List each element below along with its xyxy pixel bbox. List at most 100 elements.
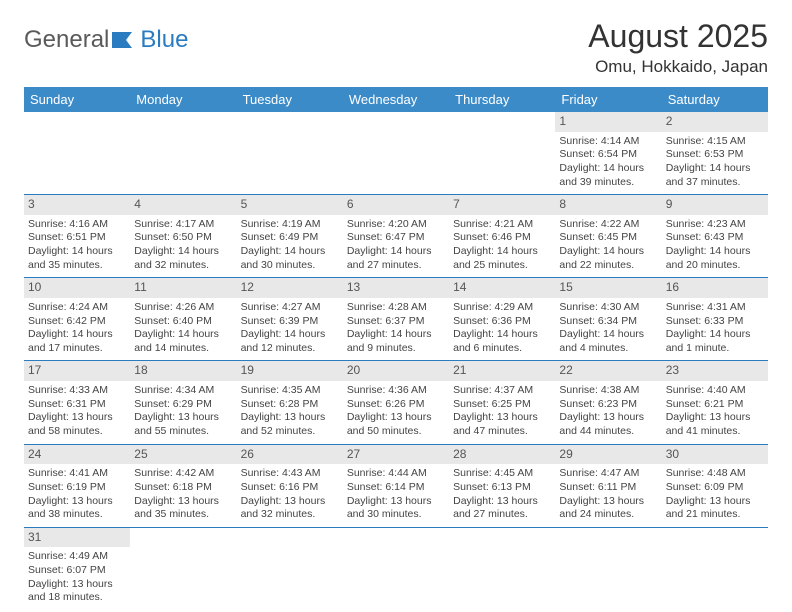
daylight-text: Daylight: 14 hours and 6 minutes.	[453, 328, 551, 355]
calendar-empty	[555, 527, 661, 610]
calendar-empty	[662, 527, 768, 610]
daylight-text: Daylight: 13 hours and 47 minutes.	[453, 411, 551, 438]
brand-logo: GeneralBlue	[24, 26, 188, 54]
day-number: 18	[130, 361, 236, 381]
calendar-day: 16Sunrise: 4:31 AMSunset: 6:33 PMDayligh…	[662, 278, 768, 361]
daylight-text: Daylight: 13 hours and 50 minutes.	[347, 411, 445, 438]
weekday-header: Saturday	[662, 87, 768, 112]
daylight-text: Daylight: 14 hours and 20 minutes.	[666, 245, 764, 272]
sunrise-text: Sunrise: 4:19 AM	[241, 218, 339, 232]
sunrise-text: Sunrise: 4:26 AM	[134, 301, 232, 315]
day-number: 6	[343, 195, 449, 215]
sunrise-text: Sunrise: 4:31 AM	[666, 301, 764, 315]
calendar-day: 18Sunrise: 4:34 AMSunset: 6:29 PMDayligh…	[130, 361, 236, 444]
weekday-header: Wednesday	[343, 87, 449, 112]
calendar-day: 17Sunrise: 4:33 AMSunset: 6:31 PMDayligh…	[24, 361, 130, 444]
daylight-text: Daylight: 13 hours and 27 minutes.	[453, 495, 551, 522]
day-number: 29	[555, 445, 661, 465]
daylight-text: Daylight: 13 hours and 24 minutes.	[559, 495, 657, 522]
flag-icon	[112, 30, 138, 50]
calendar-day: 8Sunrise: 4:22 AMSunset: 6:45 PMDaylight…	[555, 195, 661, 278]
sunrise-text: Sunrise: 4:23 AM	[666, 218, 764, 232]
sunset-text: Sunset: 6:51 PM	[28, 231, 126, 245]
brand-part1: General	[24, 26, 109, 54]
calendar-week: 1Sunrise: 4:14 AMSunset: 6:54 PMDaylight…	[24, 112, 768, 195]
sunset-text: Sunset: 6:33 PM	[666, 315, 764, 329]
location: Omu, Hokkaido, Japan	[588, 57, 768, 77]
sunrise-text: Sunrise: 4:43 AM	[241, 467, 339, 481]
day-number: 4	[130, 195, 236, 215]
sunset-text: Sunset: 6:23 PM	[559, 398, 657, 412]
day-number: 1	[555, 112, 661, 132]
weekday-header: Friday	[555, 87, 661, 112]
sunset-text: Sunset: 6:29 PM	[134, 398, 232, 412]
day-number: 8	[555, 195, 661, 215]
calendar-empty	[449, 112, 555, 195]
calendar-empty	[24, 112, 130, 195]
sunset-text: Sunset: 6:50 PM	[134, 231, 232, 245]
sunset-text: Sunset: 6:18 PM	[134, 481, 232, 495]
sunrise-text: Sunrise: 4:29 AM	[453, 301, 551, 315]
daylight-text: Daylight: 14 hours and 17 minutes.	[28, 328, 126, 355]
calendar-day: 7Sunrise: 4:21 AMSunset: 6:46 PMDaylight…	[449, 195, 555, 278]
calendar-day: 12Sunrise: 4:27 AMSunset: 6:39 PMDayligh…	[237, 278, 343, 361]
calendar-empty	[130, 527, 236, 610]
daylight-text: Daylight: 13 hours and 41 minutes.	[666, 411, 764, 438]
daylight-text: Daylight: 13 hours and 55 minutes.	[134, 411, 232, 438]
calendar-day: 30Sunrise: 4:48 AMSunset: 6:09 PMDayligh…	[662, 444, 768, 527]
weekday-header: Thursday	[449, 87, 555, 112]
sunset-text: Sunset: 6:11 PM	[559, 481, 657, 495]
sunset-text: Sunset: 6:07 PM	[28, 564, 126, 578]
calendar-table: SundayMondayTuesdayWednesdayThursdayFrid…	[24, 87, 768, 610]
calendar-day: 20Sunrise: 4:36 AMSunset: 6:26 PMDayligh…	[343, 361, 449, 444]
calendar-day: 15Sunrise: 4:30 AMSunset: 6:34 PMDayligh…	[555, 278, 661, 361]
calendar-day: 21Sunrise: 4:37 AMSunset: 6:25 PMDayligh…	[449, 361, 555, 444]
calendar-day: 27Sunrise: 4:44 AMSunset: 6:14 PMDayligh…	[343, 444, 449, 527]
day-number: 31	[24, 528, 130, 548]
day-number: 25	[130, 445, 236, 465]
day-number: 19	[237, 361, 343, 381]
daylight-text: Daylight: 14 hours and 35 minutes.	[28, 245, 126, 272]
weekday-header: Monday	[130, 87, 236, 112]
daylight-text: Daylight: 14 hours and 39 minutes.	[559, 162, 657, 189]
sunset-text: Sunset: 6:28 PM	[241, 398, 339, 412]
calendar-week: 3Sunrise: 4:16 AMSunset: 6:51 PMDaylight…	[24, 195, 768, 278]
calendar-day: 5Sunrise: 4:19 AMSunset: 6:49 PMDaylight…	[237, 195, 343, 278]
sunrise-text: Sunrise: 4:33 AM	[28, 384, 126, 398]
day-number: 7	[449, 195, 555, 215]
calendar-day: 26Sunrise: 4:43 AMSunset: 6:16 PMDayligh…	[237, 444, 343, 527]
daylight-text: Daylight: 14 hours and 14 minutes.	[134, 328, 232, 355]
sunset-text: Sunset: 6:40 PM	[134, 315, 232, 329]
sunset-text: Sunset: 6:21 PM	[666, 398, 764, 412]
day-number: 30	[662, 445, 768, 465]
daylight-text: Daylight: 13 hours and 52 minutes.	[241, 411, 339, 438]
day-number: 15	[555, 278, 661, 298]
title-block: August 2025 Omu, Hokkaido, Japan	[588, 18, 768, 77]
sunrise-text: Sunrise: 4:15 AM	[666, 135, 764, 149]
day-number: 12	[237, 278, 343, 298]
calendar-week: 31Sunrise: 4:49 AMSunset: 6:07 PMDayligh…	[24, 527, 768, 610]
sunset-text: Sunset: 6:42 PM	[28, 315, 126, 329]
daylight-text: Daylight: 14 hours and 4 minutes.	[559, 328, 657, 355]
sunrise-text: Sunrise: 4:49 AM	[28, 550, 126, 564]
sunrise-text: Sunrise: 4:38 AM	[559, 384, 657, 398]
sunset-text: Sunset: 6:43 PM	[666, 231, 764, 245]
day-number: 22	[555, 361, 661, 381]
header: GeneralBlue August 2025 Omu, Hokkaido, J…	[24, 18, 768, 77]
sunset-text: Sunset: 6:53 PM	[666, 148, 764, 162]
daylight-text: Daylight: 14 hours and 37 minutes.	[666, 162, 764, 189]
day-number: 23	[662, 361, 768, 381]
calendar-empty	[343, 112, 449, 195]
daylight-text: Daylight: 14 hours and 22 minutes.	[559, 245, 657, 272]
calendar-body: 1Sunrise: 4:14 AMSunset: 6:54 PMDaylight…	[24, 112, 768, 610]
day-number: 3	[24, 195, 130, 215]
day-number: 16	[662, 278, 768, 298]
sunset-text: Sunset: 6:37 PM	[347, 315, 445, 329]
daylight-text: Daylight: 13 hours and 58 minutes.	[28, 411, 126, 438]
sunset-text: Sunset: 6:47 PM	[347, 231, 445, 245]
calendar-day: 11Sunrise: 4:26 AMSunset: 6:40 PMDayligh…	[130, 278, 236, 361]
day-number: 24	[24, 445, 130, 465]
sunset-text: Sunset: 6:19 PM	[28, 481, 126, 495]
sunrise-text: Sunrise: 4:24 AM	[28, 301, 126, 315]
day-number: 10	[24, 278, 130, 298]
